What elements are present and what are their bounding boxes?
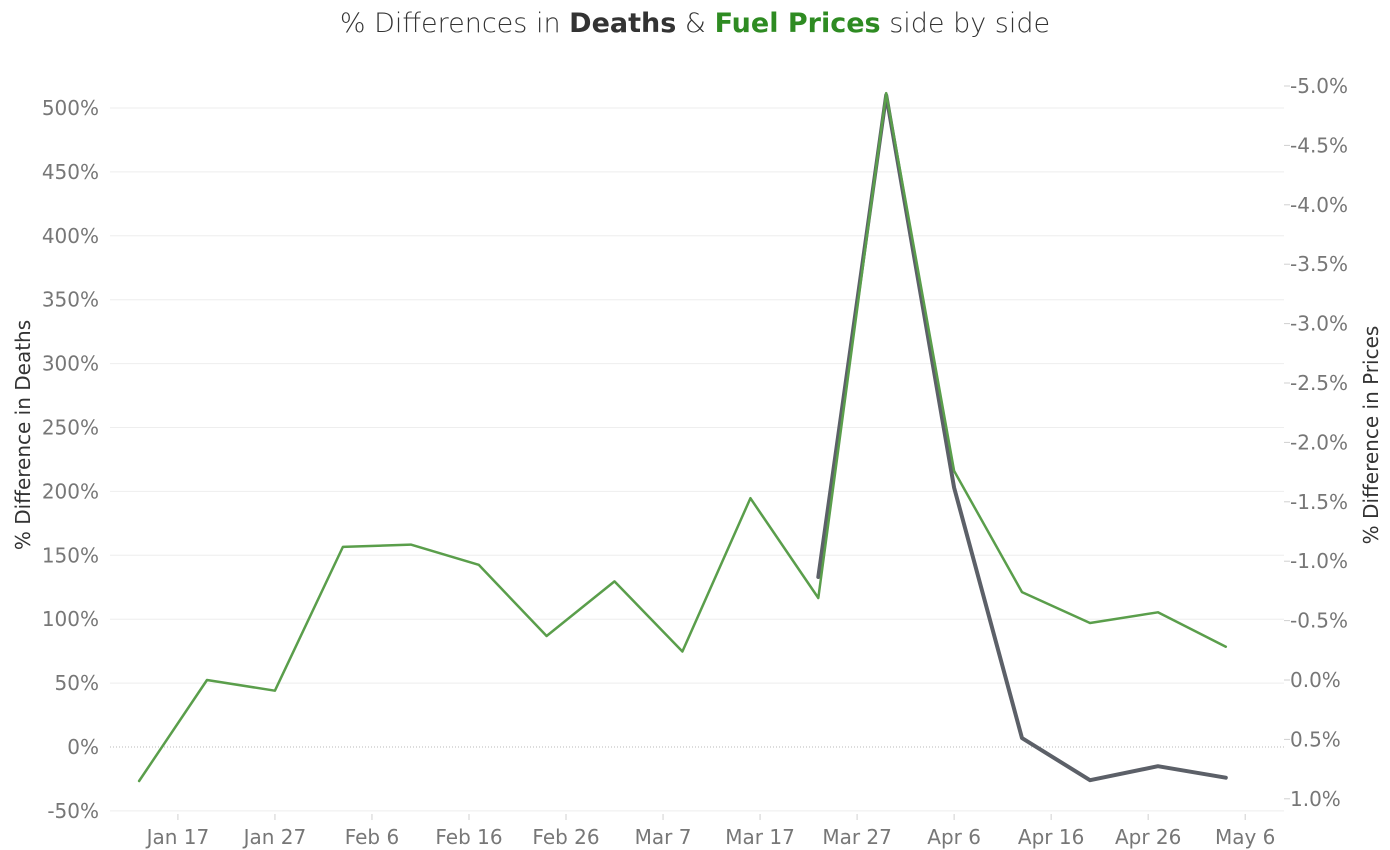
x-tick-label: Jan 27 (242, 825, 307, 849)
y-left-tick-label: 200% (42, 479, 99, 503)
y-left-tick-label: 250% (42, 416, 99, 440)
chart-title: % Differences in Deaths & Fuel Prices si… (339, 8, 1051, 39)
x-tick-label: Mar 17 (725, 825, 795, 849)
y-left-tick-label: -50% (47, 799, 99, 823)
y-right-tick-label: -0.5% (1290, 609, 1348, 633)
y-right-tick-label: -1.0% (1290, 549, 1348, 573)
y-right-tick-label: -4.0% (1290, 193, 1348, 217)
right-axis-ticks: -5.0% -4.5% -4.0% -3.5% -3.0% -2.5% -2.0% -1.5%… (1284, 74, 1348, 811)
series-lines (137, 91, 1228, 783)
y-left-tick-label: 450% (42, 160, 99, 184)
y-right-tick-label: 0.5% (1290, 727, 1341, 751)
x-axis-ticks: Jan 17 Jan 27 Feb 6 Feb 16 Feb 26 Mar 7 Mar 17… (145, 814, 1275, 849)
x-tick-label: Feb 6 (345, 825, 400, 849)
x-tick-label: May 6 (1215, 825, 1275, 849)
series-line-deaths (816, 93, 1228, 783)
x-tick-label: Feb 26 (532, 825, 599, 849)
x-tick-label: Mar 27 (822, 825, 892, 849)
y-left-tick-label: 150% (42, 543, 99, 567)
y-left-tick-label: 500% (42, 96, 99, 120)
x-tick-label: Mar 7 (635, 825, 692, 849)
y-right-tick-label: 0.0% (1290, 668, 1341, 692)
y-left-tick-label: 400% (42, 224, 99, 248)
y-right-tick-label: -2.5% (1290, 371, 1348, 395)
y-axis-left-label: % Difference in Deaths (11, 320, 35, 550)
gridlines (110, 107, 1284, 812)
y-left-tick-label: 100% (42, 607, 99, 631)
y-right-tick-label: -5.0% (1290, 74, 1348, 98)
y-left-tick-label: 300% (42, 352, 99, 376)
series-line-fuel (137, 91, 1228, 783)
y-right-tick-label: -1.5% (1290, 490, 1348, 514)
title-deaths: Deaths (569, 8, 677, 39)
y-left-tick-label: 0% (67, 735, 99, 759)
x-tick-label: Apr 16 (1018, 825, 1084, 849)
y-right-tick-label: -3.0% (1290, 312, 1348, 336)
y-right-tick-label: -4.5% (1290, 133, 1348, 157)
x-tick-label: Apr 26 (1115, 825, 1181, 849)
x-tick-label: Apr 6 (927, 825, 981, 849)
y-left-tick-label: 50% (55, 671, 99, 695)
y-left-tick-label: 350% (42, 288, 99, 312)
x-tick-label: Jan 17 (145, 825, 210, 849)
y-axis-right-label: % Difference in Prices (1359, 326, 1383, 545)
y-right-tick-label: 1.0% (1290, 787, 1341, 811)
y-right-tick-label: -2.0% (1290, 430, 1348, 454)
left-axis-ticks: 500% 450% 400% 350% 300% 250% 200% 150% 100% 50% 0… (42, 96, 99, 823)
x-tick-label: Feb 16 (435, 825, 502, 849)
y-right-tick-label: -3.5% (1290, 252, 1348, 276)
title-fuel-prices: Fuel Prices (714, 8, 881, 39)
